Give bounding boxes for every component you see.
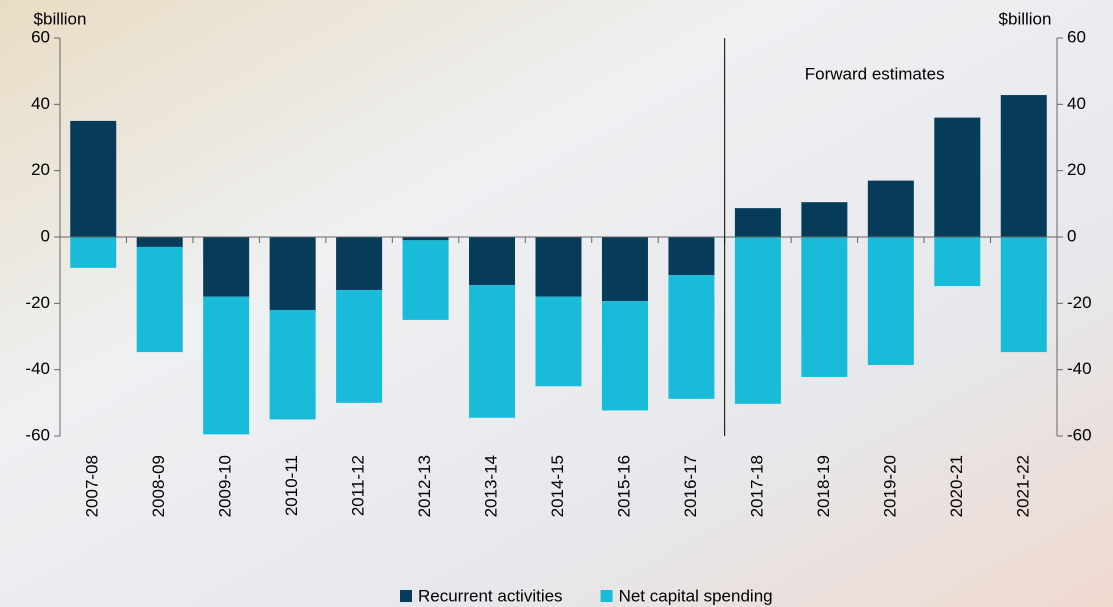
y2-tick-label: 60 <box>1067 27 1086 46</box>
bar <box>801 202 848 237</box>
bar <box>203 296 250 435</box>
y-tick-label: 60 <box>31 27 50 46</box>
y2-tick-label: -40 <box>1067 359 1092 378</box>
bar <box>1000 237 1047 353</box>
x-tick-label: 2013-14 <box>482 455 501 517</box>
y-tick-label: -20 <box>25 293 50 312</box>
bar <box>734 208 781 237</box>
bar <box>668 237 715 276</box>
bar <box>469 285 516 418</box>
x-tick-label: 2009-10 <box>216 455 235 517</box>
legend-swatch <box>600 590 613 602</box>
bar <box>203 237 250 297</box>
bar <box>1000 95 1047 238</box>
bar <box>70 237 117 268</box>
bar <box>867 237 914 366</box>
annotation: Forward estimates <box>805 64 945 83</box>
bar <box>269 309 316 420</box>
y2-tick-label: 20 <box>1067 160 1086 179</box>
y2-tick-label: -60 <box>1067 425 1092 444</box>
bar <box>402 237 449 241</box>
bar <box>535 237 582 297</box>
x-tick-label: 2019-20 <box>880 455 899 517</box>
x-tick-label: 2017-18 <box>747 455 766 517</box>
x-tick-label: 2016-17 <box>681 455 700 517</box>
y-tick-label: 40 <box>31 94 50 113</box>
x-tick-label: 2007-08 <box>83 455 102 517</box>
x-tick-label: 2015-16 <box>614 455 633 517</box>
legend-swatch <box>400 590 412 602</box>
x-tick-label: 2011-12 <box>349 455 368 516</box>
bar <box>867 180 914 237</box>
x-tick-label: 2008-09 <box>149 455 168 517</box>
bar <box>734 237 781 404</box>
x-tick-label: 2020-21 <box>947 455 966 517</box>
y-tick-label: -60 <box>25 425 50 444</box>
bar <box>934 237 981 287</box>
y-tick-label: -40 <box>25 359 50 378</box>
y2-axis-label: $billion <box>999 9 1052 28</box>
x-tick-label: 2010-11 <box>282 455 301 516</box>
bar <box>601 237 648 302</box>
legend-label: Net capital spending <box>619 586 773 605</box>
bar <box>336 290 383 403</box>
bar <box>269 237 316 310</box>
x-tick-label: 2018-19 <box>814 455 833 517</box>
y-axis-label: $billion <box>34 9 87 28</box>
bar <box>136 246 183 353</box>
x-tick-label: 2021-22 <box>1013 455 1032 517</box>
bar <box>601 301 648 411</box>
bar <box>70 120 117 237</box>
bar <box>402 240 449 320</box>
bar <box>535 296 582 387</box>
bar <box>668 275 715 399</box>
bar <box>336 237 383 291</box>
bar <box>801 237 848 377</box>
bar <box>469 237 516 286</box>
y2-tick-label: 40 <box>1067 94 1086 113</box>
legend-label: Recurrent activities <box>418 586 563 605</box>
x-tick-label: 2012-13 <box>415 455 434 517</box>
bar <box>934 117 981 237</box>
y2-tick-label: 0 <box>1067 226 1076 245</box>
y2-tick-label: -20 <box>1067 293 1092 312</box>
x-tick-label: 2014-15 <box>548 455 567 517</box>
bar <box>136 237 183 247</box>
y-tick-label: 0 <box>41 226 50 245</box>
y-tick-label: 20 <box>31 160 50 179</box>
